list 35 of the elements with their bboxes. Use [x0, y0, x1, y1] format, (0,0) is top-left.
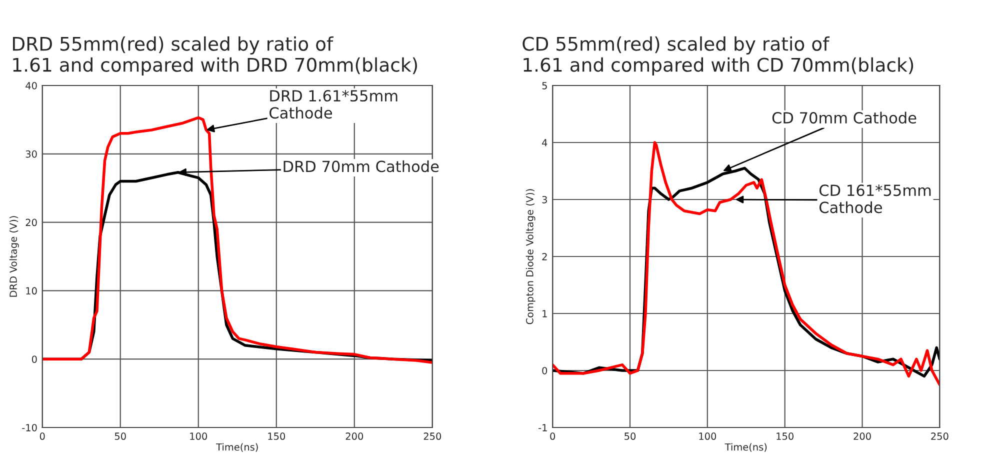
y-tick-label: 40: [26, 82, 37, 90]
y-tick-label: 1: [542, 310, 547, 318]
y-tick-label: -1: [538, 424, 547, 432]
y-tick-label: 0: [542, 366, 548, 374]
y-tick-label: -10: [22, 424, 37, 432]
y-tick-label: 3: [542, 196, 547, 204]
annotation: DRD 1.61*55mm Cathode: [270, 90, 398, 119]
annotation: CD 70mm Cathode: [772, 112, 916, 124]
y-tick-label: 5: [542, 82, 547, 90]
y-tick-label: 20: [26, 218, 37, 226]
x-tick-label: 100: [699, 432, 716, 440]
y-tick-label: 0: [32, 356, 37, 363]
y-axis-title: Compton Diode Voltage (V)): [526, 189, 536, 324]
x-axis-title: Time(ns): [216, 443, 258, 452]
x-tick-label: 200: [346, 432, 364, 440]
chart-title: DRD 55mm(red) scaled by ratio of 1.61 and compared with DRD 70mm(black): [12, 36, 417, 76]
y-tick-label: 10: [26, 287, 37, 295]
annotation: DRD 70mm Cathode: [284, 160, 439, 172]
y-tick-label: 2: [542, 252, 547, 260]
x-axis-title: Time(ns): [724, 443, 767, 452]
x-tick-label: 100: [190, 432, 208, 440]
x-tick-label: 150: [268, 432, 286, 440]
x-tick-label: 50: [114, 432, 126, 440]
x-tick-label: 250: [931, 432, 948, 440]
y-axis-title: DRD Voltage (V)): [9, 216, 19, 297]
x-tick-label: 150: [776, 432, 794, 440]
annotation: CD 161*55mm Cathode: [819, 184, 931, 214]
x-tick-label: 50: [624, 432, 636, 440]
x-tick-label: 0: [40, 432, 45, 440]
x-tick-label: 250: [424, 432, 442, 440]
x-tick-label: 200: [854, 432, 871, 440]
chart-title: CD 55mm(red) scaled by ratio of 1.61 and compared with CD 70mm(black): [522, 36, 914, 76]
y-tick-label: 30: [26, 150, 37, 158]
y-tick-label: 4: [542, 139, 548, 146]
x-tick-label: 0: [550, 432, 556, 440]
